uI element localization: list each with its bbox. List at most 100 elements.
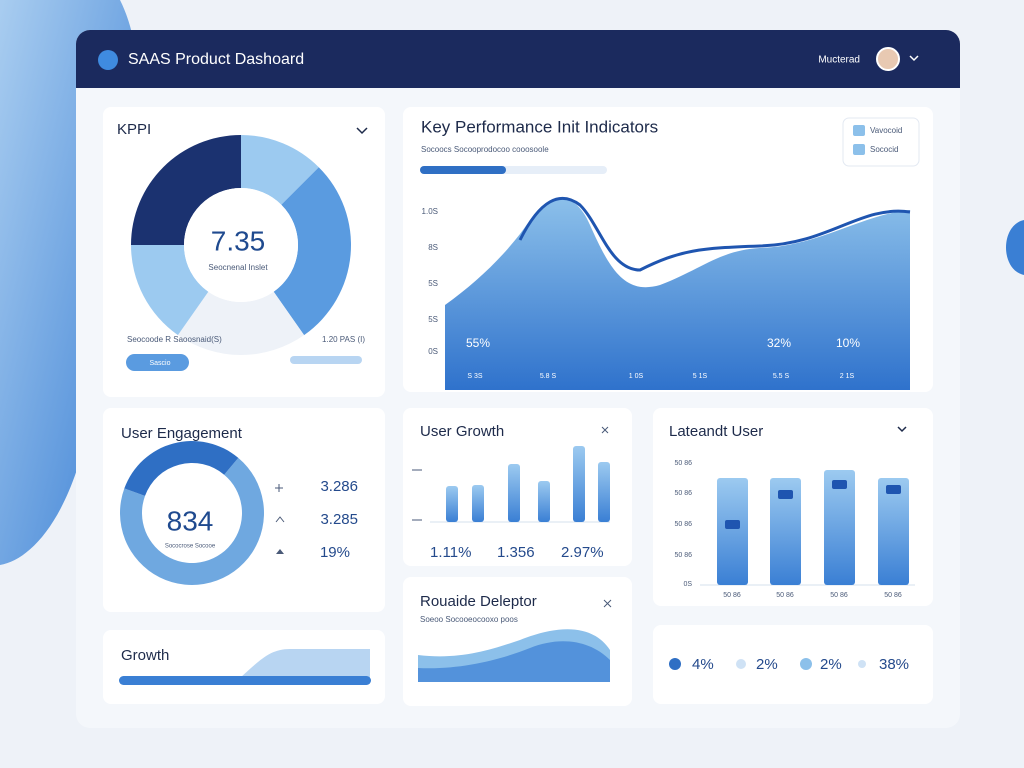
x-axis-label: 50 86 <box>776 592 794 599</box>
x-axis-label: 5.8 S <box>540 373 557 380</box>
bar <box>770 478 801 585</box>
y-axis-label: 5S <box>428 279 438 288</box>
summary-dot <box>800 658 812 670</box>
growth-card <box>103 630 385 704</box>
legend-label: Vavocoid <box>870 126 902 135</box>
summary-dot <box>669 658 681 670</box>
kpi-caption: Seocnenal Inslet <box>208 263 268 272</box>
card-title: KPPI <box>117 121 151 138</box>
bar <box>598 462 610 522</box>
legend-swatch <box>853 144 865 155</box>
area-chart <box>445 198 910 390</box>
x-axis-label: 2 1S <box>840 373 855 380</box>
kpi-value: 7.35 <box>211 225 266 256</box>
donut-chart <box>120 440 265 585</box>
avatar[interactable] <box>876 47 900 71</box>
user-name[interactable]: Mucterad <box>818 55 860 66</box>
summary-value: 2% <box>756 656 778 673</box>
bar <box>446 486 458 522</box>
stat-icon <box>276 549 284 554</box>
bar <box>878 478 909 585</box>
y-axis-label: 50 86 <box>674 521 692 528</box>
card-title: Rouaide Deleptor <box>420 593 537 610</box>
donut-segment <box>241 135 319 205</box>
x-axis-label: 1 0S <box>629 373 644 380</box>
kpi-button-label[interactable]: Sascio <box>149 360 170 367</box>
donut-segment <box>131 245 209 336</box>
growth-bar <box>119 676 371 685</box>
bar-badge <box>886 485 901 494</box>
y-axis-label: 50 86 <box>674 490 692 497</box>
donut-segment <box>120 457 265 585</box>
donut-chart <box>131 135 351 356</box>
engagement-value: 834 <box>167 505 214 536</box>
dropdown-caret[interactable] <box>356 127 368 135</box>
summary-value: 4% <box>692 656 714 673</box>
bar-badge <box>832 480 847 489</box>
y-axis-label: 50 86 <box>674 460 692 467</box>
x-axis-label: 5 1S <box>693 373 708 380</box>
legend-label: Sococid <box>870 145 898 154</box>
donut-hole <box>184 188 298 302</box>
card-subtitle: Socoocs Socooprodocoo cooosoole <box>421 145 549 154</box>
user-menu-caret[interactable] <box>909 55 919 62</box>
x-axis-label: 50 86 <box>830 592 848 599</box>
kpi-note: 1.20 PAS (I) <box>322 335 365 344</box>
card-title: User Engagement <box>121 425 243 442</box>
chart-callout: 10% <box>836 336 860 350</box>
bar <box>538 481 550 522</box>
legend-swatch <box>853 125 865 136</box>
stat-value: 3.286 <box>320 478 358 495</box>
dropdown-caret[interactable] <box>897 426 907 433</box>
donut-segment <box>177 291 305 356</box>
growth-shape <box>240 649 370 678</box>
kpi-button[interactable] <box>126 354 189 371</box>
y-axis-label: 1.0S <box>422 207 438 216</box>
stat-value: 1.356 <box>497 544 535 561</box>
y-axis-label: 0S <box>683 581 692 588</box>
area-line <box>518 196 911 272</box>
stat-value: 3.285 <box>320 511 358 528</box>
summary-card <box>653 625 933 704</box>
y-axis-label: 50 86 <box>674 552 692 559</box>
stat-value: 19% <box>320 544 350 561</box>
bar <box>717 478 748 585</box>
close-icon[interactable] <box>601 426 609 434</box>
background-shape <box>1006 220 1024 275</box>
y-axis-label: 5S <box>428 315 438 324</box>
chart-callout: 32% <box>767 336 791 350</box>
donut-segment <box>124 440 239 496</box>
card-title: Key Performance Init Indicators <box>421 117 658 136</box>
stat-value: 1.11% <box>430 544 471 561</box>
header-bar <box>76 30 960 88</box>
card-title: User Growth <box>420 423 504 440</box>
bar <box>508 464 520 522</box>
progress-fill <box>420 166 506 174</box>
close-icon[interactable] <box>603 599 612 608</box>
donut-segment <box>131 135 241 245</box>
summary-dot <box>736 659 746 669</box>
bar <box>824 470 855 585</box>
bar <box>573 446 585 522</box>
progress-bar <box>290 356 362 364</box>
x-axis-label: 50 86 <box>723 592 741 599</box>
x-axis-label: 50 86 <box>884 592 902 599</box>
x-axis-label: 5.5 S <box>773 373 790 380</box>
axis-tick <box>412 469 422 521</box>
card-title: Growth <box>121 647 169 664</box>
bar <box>472 485 484 522</box>
donut-segment <box>273 167 351 336</box>
stat-icon <box>275 516 285 523</box>
bar-badge <box>725 520 740 529</box>
card-title: Lateandt User <box>669 423 763 440</box>
bar-badge <box>778 490 793 499</box>
wave-chart <box>418 641 610 682</box>
stat-value: 2.97% <box>561 544 604 561</box>
logo <box>98 50 118 70</box>
summary-value: 2% <box>820 656 842 673</box>
card-subtitle: Soeoo Socooeocooxo poos <box>420 615 518 624</box>
summary-dot <box>858 660 866 668</box>
app-title: SAAS Product Dashoard <box>128 51 304 68</box>
